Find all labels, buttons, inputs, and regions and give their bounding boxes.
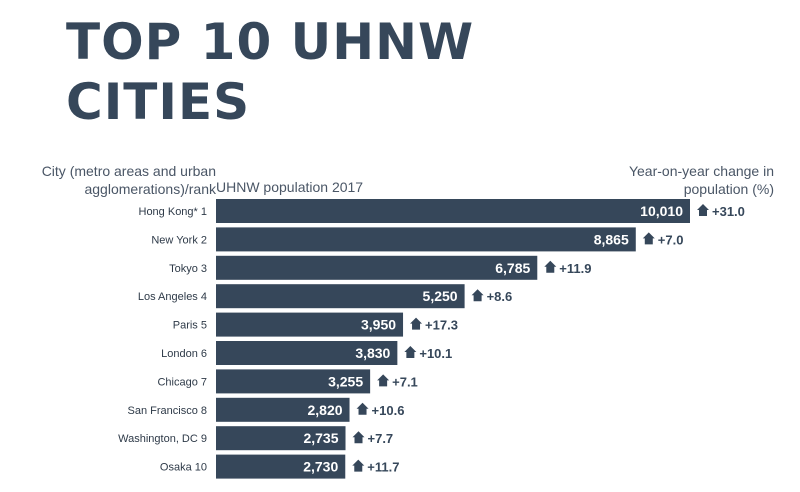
change-axis-header-line1: Year-on-year change in (628, 163, 774, 179)
value-label: 3,950 (361, 317, 396, 333)
bar (216, 454, 346, 479)
value-label: 3,830 (355, 345, 390, 361)
up-arrow-icon (544, 260, 557, 273)
change-label: +11.7 (367, 460, 399, 475)
bar (216, 341, 398, 365)
up-arrow-icon (471, 289, 484, 302)
bar (216, 397, 350, 422)
change-label: +10.6 (372, 403, 405, 418)
bar (216, 199, 690, 223)
value-label: 5,250 (423, 288, 458, 304)
up-arrow-icon (377, 374, 390, 387)
city-axis-header-line2: agglomerations)/rank (84, 181, 216, 197)
change-label: +10.1 (419, 346, 452, 361)
value-label: 6,785 (495, 260, 530, 276)
value-label: 8,865 (594, 231, 629, 247)
change-label: +11.9 (559, 261, 591, 276)
city-axis-header: City (metro areas and urban agglomeratio… (0, 162, 216, 198)
change-axis-header: Year-on-year change in population (%) (594, 162, 774, 198)
city-label: Tokyo 3 (169, 263, 207, 275)
change-label: +7.7 (368, 431, 394, 446)
change-label: +7.0 (658, 232, 684, 247)
up-arrow-icon (410, 317, 423, 330)
chart-title-line2: CITIES (66, 73, 251, 131)
up-arrow-icon (352, 431, 365, 444)
chart-title: TOP 10 UHNW CITIES (66, 12, 474, 132)
city-label: London 6 (161, 348, 207, 360)
value-label: 10,010 (640, 203, 683, 219)
city-label: Osaka 10 (160, 462, 207, 474)
change-label: +17.3 (425, 318, 458, 333)
up-arrow-icon (642, 232, 655, 245)
up-arrow-icon (404, 346, 417, 358)
chart-title-line1: TOP 10 UHNW (66, 13, 475, 71)
city-label: Chicago 7 (157, 376, 207, 388)
population-axis-header: UHNW population 2017 (216, 179, 364, 195)
change-label: +7.1 (392, 374, 418, 389)
city-label: New York 2 (151, 234, 207, 246)
value-label: 2,820 (307, 402, 342, 418)
value-label: 2,730 (303, 459, 338, 475)
bar (216, 312, 404, 337)
up-arrow-icon (352, 459, 365, 472)
change-label: +8.6 (487, 289, 513, 304)
up-arrow-icon (697, 204, 709, 216)
change-label: +31.0 (712, 204, 745, 219)
change-axis-header-line2: population (%) (683, 181, 774, 197)
bar (216, 227, 636, 252)
bar (216, 284, 465, 309)
city-label: Los Angeles 4 (138, 291, 207, 303)
value-label: 2,735 (303, 430, 338, 446)
city-label: San Francisco 8 (128, 405, 207, 417)
city-label: Hong Kong* 1 (139, 206, 208, 218)
city-label: Paris 5 (173, 320, 207, 332)
city-label: Washington, DC 9 (118, 433, 207, 445)
bar (216, 426, 346, 451)
city-axis-header-line1: City (metro areas and urban (41, 163, 216, 179)
value-label: 3,255 (328, 373, 363, 389)
up-arrow-icon (356, 402, 369, 415)
bar (216, 255, 538, 280)
bar (216, 369, 371, 394)
